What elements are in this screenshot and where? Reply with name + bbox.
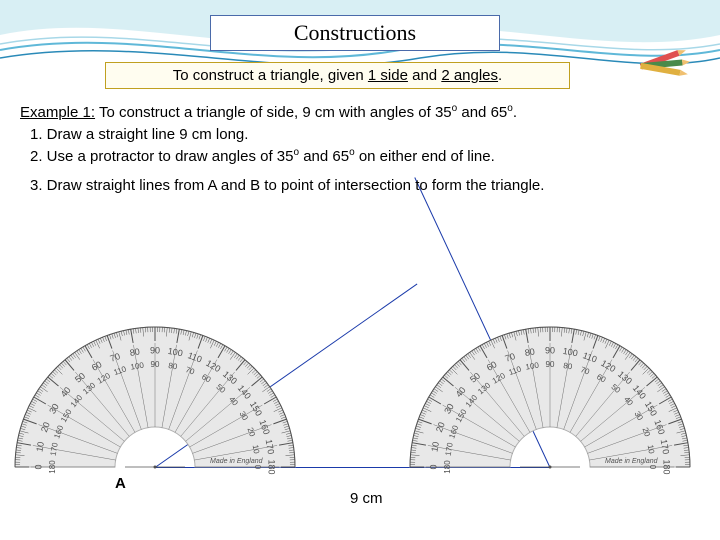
svg-text:0: 0 (33, 464, 43, 469)
step-2b: and 65 (299, 148, 349, 165)
svg-text:0: 0 (428, 464, 438, 469)
page-subtitle: To construct a triangle, given 1 side an… (105, 62, 570, 89)
protractor-left: 0180101702016030150401405013060120701108… (10, 320, 300, 480)
page-title: Constructions (210, 15, 500, 51)
label-a: A (115, 475, 126, 492)
pencils-icon (630, 35, 700, 85)
svg-text:0: 0 (253, 465, 262, 470)
subtitle-u1: 1 side (368, 67, 408, 84)
step-2a: 2. Use a protractor to draw angles of 35 (30, 148, 293, 165)
example-text-3: . (513, 104, 517, 121)
label-base-length: 9 cm (350, 490, 383, 507)
subtitle-mid: and (408, 67, 441, 84)
example-label: Example 1: (20, 104, 95, 121)
step-2: 2. Use a protractor to draw angles of 35… (30, 146, 700, 168)
svg-text:10: 10 (34, 441, 46, 453)
body-text: Example 1: To construct a triangle of si… (20, 102, 700, 197)
step-2c: on either end of line. (355, 148, 495, 165)
svg-text:90: 90 (151, 360, 160, 369)
example-text-1: To construct a triangle of side, 9 cm wi… (95, 104, 452, 121)
svg-text:180: 180 (48, 460, 57, 474)
svg-text:180: 180 (443, 460, 452, 474)
svg-text:90: 90 (150, 345, 160, 355)
svg-text:90: 90 (545, 345, 555, 355)
svg-text:90: 90 (546, 360, 555, 369)
example-text-2: and 65 (457, 104, 507, 121)
svg-text:80: 80 (524, 346, 536, 358)
step-1: 1. Draw a straight line 9 cm long. (30, 124, 700, 146)
subtitle-u2: 2 angles (441, 67, 498, 84)
protractor-right: 0180101702016030150401405013060120701108… (405, 320, 695, 480)
subtitle-post: . (498, 67, 502, 84)
svg-text:0: 0 (648, 465, 657, 470)
svg-text:180: 180 (662, 459, 672, 474)
step-3: 3. Draw straight lines from A and B to p… (30, 175, 700, 197)
svg-text:Made in England: Made in England (210, 458, 264, 465)
svg-text:180: 180 (267, 459, 277, 474)
svg-text:80: 80 (129, 346, 141, 358)
svg-text:10: 10 (429, 441, 441, 453)
svg-text:Made in England: Made in England (605, 458, 659, 465)
construction-stage: 0180101702016030150401405013060120701108… (0, 220, 720, 540)
subtitle-pre: To construct a triangle, given (173, 67, 368, 84)
